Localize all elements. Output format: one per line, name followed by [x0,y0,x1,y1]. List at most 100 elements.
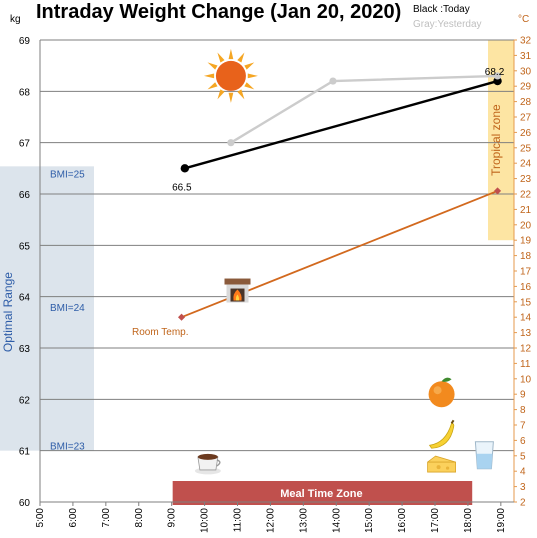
flame-inner [235,294,240,301]
banana-body [428,422,455,449]
left-tick-label: 67 [19,139,31,150]
left-tick-label: 60 [19,498,31,509]
fireplace-icon [224,278,251,303]
x-tick-label: 19:00 [496,508,507,533]
sun-ray [217,89,225,100]
handle [216,459,221,467]
right-tick-label: 29 [520,82,532,93]
bmi-label: BMI=23 [50,442,85,453]
cheese-hole [445,466,450,470]
x-tick-label: 13:00 [298,508,309,533]
orange-leaf [441,377,452,382]
bmi-label: BMI=24 [50,303,85,314]
optimal-range-label: Optimal Range [1,272,15,352]
x-tick-label: 11:00 [233,508,244,533]
left-tick-label: 66 [19,190,31,201]
cheese-body [427,455,456,473]
right-tick-label: 12 [520,344,532,355]
series-line-today [184,79,498,170]
right-tick-label: 9 [520,390,526,401]
right-tick-label: 24 [520,159,532,170]
right-tick-label: 5 [520,451,526,462]
sun-ray [244,82,255,90]
right-tick-label: 10 [520,374,532,385]
right-tick-label: 13 [520,328,532,339]
right-tick-label: 8 [520,405,526,416]
right-tick-label: 19 [520,236,532,247]
left-tick-label: 61 [19,447,31,458]
orange-body [428,381,455,408]
sun-ray [207,62,218,70]
right-tick-label: 23 [520,174,532,185]
right-tick-label: 16 [520,282,532,293]
right-tick-label: 11 [520,359,531,370]
right-tick-label: 15 [520,297,532,308]
orange-shine [433,386,442,395]
left-tick-label: 69 [19,36,31,47]
series-line-yesterday [230,74,498,144]
right-tick-label: 28 [520,97,532,108]
optimal-range-band [0,166,94,451]
data-label: 66.5 [172,182,192,193]
sun-ray [237,89,245,100]
cheese-hole [436,465,441,470]
data-label: 68.2 [485,67,505,78]
coffee-icon [194,453,221,475]
left-tick-label: 63 [19,344,31,355]
yesterday-point [329,77,337,85]
chart-title: Intraday Weight Change (Jan 20, 2020) [36,1,401,23]
right-tick-label: 14 [520,313,532,324]
yesterday-point [493,72,502,80]
legend-today: Black :Today [413,4,470,15]
left-axis-unit: kg [10,14,21,25]
mantel [224,278,251,285]
sun-ray [207,82,218,90]
x-tick-label: 18:00 [463,508,474,533]
water-glass-icon [474,441,494,470]
cheese-icon [427,455,456,473]
right-tick-label: 21 [520,205,532,216]
x-tick-label: 5:00 [35,508,46,528]
sun-ray [247,73,258,79]
left-tick-label: 62 [19,395,31,406]
sun-icon [203,48,258,103]
yesterday-point [227,139,235,147]
x-tick-label: 8:00 [134,508,145,528]
coffee [197,453,218,460]
sun-ray [228,48,234,60]
right-tick-label: 32 [520,36,532,47]
right-tick-label: 4 [520,467,526,478]
x-tick-label: 17:00 [430,508,441,533]
sun-ray [228,92,234,103]
tropical-zone-label: Tropical zone [489,104,503,176]
right-tick-label: 20 [520,220,532,231]
right-tick-label: 6 [520,436,526,447]
right-axis-unit: °C [518,14,529,25]
right-tick-label: 26 [520,128,532,139]
sun-ray [217,52,225,63]
sun-ray [203,73,215,79]
orange-icon [428,377,455,408]
x-tick-label: 16:00 [397,508,408,533]
right-tick-label: 27 [520,113,532,124]
right-tick-label: 2 [520,498,526,509]
right-tick-label: 17 [520,267,532,278]
left-tick-label: 65 [19,241,31,252]
meal-time-zone-bar [172,481,473,505]
x-tick-label: 9:00 [167,508,178,528]
sun-ray [237,52,245,63]
right-tick-label: 25 [520,143,532,154]
sun-ray [244,62,255,70]
right-tick-label: 30 [520,66,532,77]
today-point [493,76,502,86]
left-tick-label: 68 [19,87,31,98]
x-tick-label: 6:00 [68,508,79,528]
x-tick-label: 12:00 [265,508,276,533]
banana-icon [428,419,455,449]
tropical-zone-band [488,40,514,241]
legend-yesterday: Gray:Yesterday [413,19,482,30]
right-tick-label: 22 [520,190,532,201]
room-temp-point [494,187,502,195]
